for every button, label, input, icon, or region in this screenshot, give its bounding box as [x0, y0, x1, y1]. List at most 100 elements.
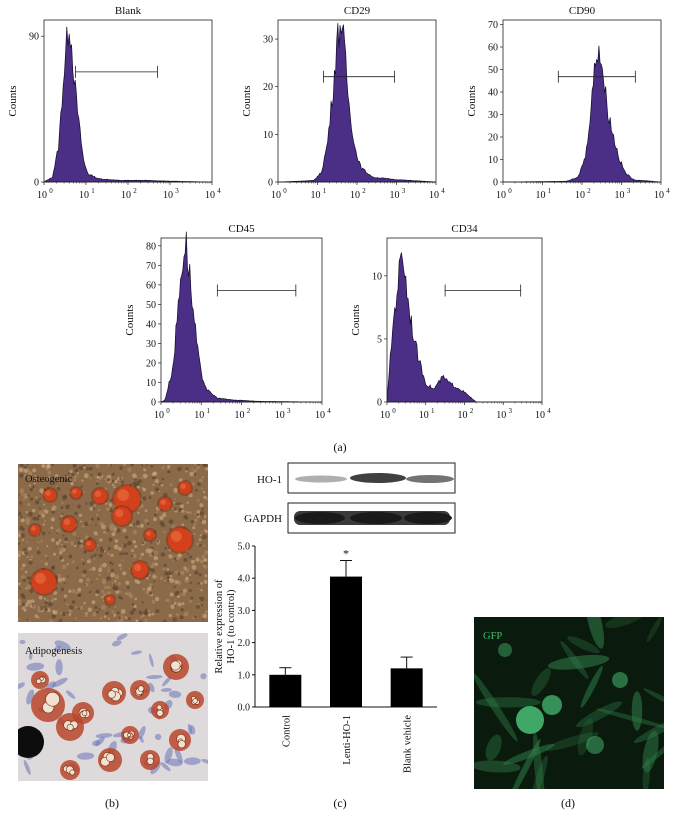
x-tick-label-cd45-4: 10 — [315, 410, 325, 421]
x-tick-label-cd45-3: 10 — [275, 410, 285, 421]
y-tick-label-cd90-40: 40 — [488, 88, 498, 99]
bar-y-tick-label-3.0: 3.0 — [238, 606, 251, 617]
y-tick-label-cd90-10: 10 — [488, 155, 498, 166]
y-tick-label-cd29-20: 20 — [263, 82, 273, 93]
bar-y-tick-label-2.0: 2.0 — [238, 638, 251, 649]
histogram-title-cd34: CD34 — [451, 223, 478, 235]
x-tick-label-cd29-0: 10 — [271, 190, 281, 201]
western-blot — [287, 462, 456, 534]
panel-label-d: (d) — [561, 796, 575, 810]
x-tick-exponent-cd45-2: 2 — [247, 407, 251, 415]
bar-category-label-0: Control — [281, 715, 292, 747]
ho1-bar-chart: 0.0 1.0 2.0 3.0 4.0 5.0 Relative expression of… — [214, 542, 437, 773]
x-tick-label-cd34-2: 10 — [458, 410, 468, 421]
x-tick-exponent-cd29-1: 1 — [323, 187, 327, 195]
x-tick-exponent-blank-1: 1 — [91, 187, 95, 195]
y-axis-label-cd34: Counts — [350, 304, 362, 335]
bar-category-label-2: Blank vehicle — [403, 715, 414, 773]
significance-marker-1: * — [343, 546, 349, 560]
bar-category-label-1: Lenti-HO-1 — [342, 715, 353, 765]
x-tick-exponent-cd34-4: 4 — [547, 407, 551, 415]
x-tick-label-cd34-0: 10 — [380, 410, 390, 421]
x-tick-label-cd29-2: 10 — [350, 190, 360, 201]
y-tick-label-cd45-70: 70 — [146, 261, 156, 272]
x-tick-exponent-cd45-4: 4 — [327, 407, 331, 415]
x-tick-exponent-cd45-3: 3 — [287, 407, 291, 415]
y-tick-label-cd45-0: 0 — [151, 398, 156, 409]
x-tick-exponent-cd45-0: 0 — [166, 407, 170, 415]
y-tick-label-cd45-10: 10 — [146, 378, 156, 389]
y-tick-label-cd29-10: 10 — [263, 130, 273, 141]
x-tick-label-cd34-4: 10 — [535, 410, 545, 421]
adipogenesis-label: Adipogenesis — [25, 646, 82, 657]
y-tick-label-cd90-50: 50 — [488, 65, 498, 76]
y-tick-label-cd45-40: 40 — [146, 319, 156, 330]
bar-y-tick-label-5.0: 5.0 — [238, 542, 251, 553]
y-tick-label-cd29-0: 0 — [268, 178, 273, 189]
x-tick-exponent-cd90-0: 0 — [508, 187, 512, 195]
histogram-title-cd90: CD90 — [569, 5, 596, 17]
histogram-fill-blank — [42, 26, 213, 183]
bar-2 — [390, 668, 423, 707]
y-tick-label-cd34-5: 5 — [377, 334, 382, 345]
y-tick-label-cd90-60: 60 — [488, 43, 498, 54]
x-tick-label-cd90-1: 10 — [536, 190, 546, 201]
x-tick-label-cd34-1: 10 — [419, 410, 429, 421]
bar-y-label-line-1: Relative expression of — [214, 579, 225, 673]
x-tick-label-blank-1: 10 — [79, 190, 89, 201]
y-tick-label-cd90-30: 30 — [488, 110, 498, 121]
panel-label-c: (c) — [333, 796, 346, 810]
y-tick-label-cd45-20: 20 — [146, 358, 156, 369]
y-tick-label-cd90-20: 20 — [488, 133, 498, 144]
x-tick-exponent-blank-2: 2 — [133, 187, 137, 195]
histogram-fill-cd29 — [277, 23, 437, 183]
adipogenesis-micrograph — [18, 633, 208, 781]
y-tick-label-blank-0: 0 — [34, 178, 39, 189]
x-tick-label-cd45-2: 10 — [235, 410, 245, 421]
histogram-title-cd45: CD45 — [228, 223, 255, 235]
histogram-title-cd29: CD29 — [344, 5, 371, 17]
y-axis-label-cd45: Counts — [124, 304, 136, 335]
histogram-fill-cd90 — [502, 45, 662, 183]
bar-y-tick-label-1.0: 1.0 — [238, 670, 251, 681]
y-tick-label-cd45-50: 50 — [146, 300, 156, 311]
y-tick-label-cd45-60: 60 — [146, 280, 156, 291]
x-tick-exponent-cd90-2: 2 — [587, 187, 591, 195]
x-tick-label-cd45-1: 10 — [194, 410, 204, 421]
x-tick-label-cd90-3: 10 — [615, 190, 625, 201]
x-tick-label-blank-2: 10 — [121, 190, 131, 201]
panel-label-b: (b) — [105, 796, 119, 810]
panel-label-a: (a) — [333, 440, 346, 454]
y-tick-label-cd29-30: 30 — [263, 35, 273, 46]
x-tick-label-cd29-1: 10 — [311, 190, 321, 201]
x-tick-label-cd29-3: 10 — [390, 190, 400, 201]
y-tick-label-cd45-30: 30 — [146, 339, 156, 350]
y-tick-label-cd34-0: 0 — [377, 398, 382, 409]
x-tick-exponent-cd90-1: 1 — [548, 187, 552, 195]
bar-0 — [269, 674, 302, 707]
y-tick-label-cd90-0: 0 — [493, 178, 498, 189]
x-tick-label-blank-4: 10 — [205, 190, 215, 201]
x-tick-label-blank-0: 10 — [37, 190, 47, 201]
x-tick-exponent-cd90-4: 4 — [666, 187, 670, 195]
x-tick-exponent-cd34-1: 1 — [431, 407, 435, 415]
x-tick-exponent-cd29-4: 4 — [441, 187, 445, 195]
x-tick-label-blank-3: 10 — [163, 190, 173, 201]
gfp-micrograph — [474, 617, 664, 789]
y-tick-label-cd90-70: 70 — [488, 20, 498, 31]
y-tick-label-blank-90: 90 — [29, 32, 39, 43]
x-tick-exponent-blank-4: 4 — [217, 187, 221, 195]
x-tick-exponent-blank-0: 0 — [49, 187, 53, 195]
bar-y-label-line-2: HO-1 (to control) — [226, 589, 237, 664]
x-tick-exponent-cd34-0: 0 — [392, 407, 396, 415]
band-label-ho1: HO-1 — [257, 474, 282, 486]
osteogenic-micrograph — [18, 464, 208, 622]
y-tick-label-cd34-10: 10 — [372, 271, 382, 282]
x-tick-label-cd34-3: 10 — [496, 410, 506, 421]
gfp-label: GFP — [483, 631, 502, 642]
y-axis-label-blank: Counts — [7, 85, 19, 116]
